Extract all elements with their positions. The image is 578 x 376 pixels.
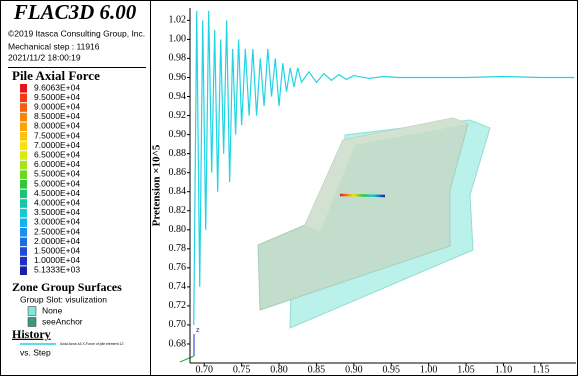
legend-label: 2.0000E+04 [34,236,80,246]
legend-swatch [20,113,27,122]
axis-triad: z [196,327,200,334]
legend-label: 4.5000E+04 [34,188,80,198]
legend-swatch [20,266,27,275]
y-tick-label: 0.68 [169,338,187,349]
legend-label: 5.1333E+03 [34,265,80,275]
y-tick-label: 0.94 [169,91,187,102]
group-slot: Group Slot: visulization [20,294,107,304]
x-tick-label: 0.75 [233,364,251,375]
app-title: FLAC3D 6.00 [13,0,137,24]
legend-label: 7.0000E+04 [34,140,80,150]
legend-label: 8.5000E+04 [34,111,80,121]
legend-swatch [20,180,27,189]
legend-swatch [28,307,36,316]
x-tick-label: 1.00 [420,364,438,375]
history-title: History [12,327,51,341]
legend-label: 8.0000E+04 [34,121,80,131]
x-tick-label: 0.80 [270,364,288,375]
legend-label: 2.5000E+04 [34,226,80,236]
y-tick-label: 0.86 [169,167,187,178]
y-tick-label: 0.96 [169,72,187,83]
legend-swatch [20,199,27,208]
legend-swatch [20,132,27,141]
legend-swatch [20,103,27,112]
legend-swatch [20,190,27,199]
legend-swatch [20,84,27,93]
legend-swatch [20,218,27,227]
y-tick-label: 0.78 [169,243,187,254]
legend-swatch [28,318,36,327]
y-tick-label: 0.74 [169,281,187,292]
y-tick-label: 1.00 [169,34,187,45]
legend-label: 1.0000E+04 [34,255,80,265]
frame [1,1,578,376]
y-tick-label: 0.88 [169,148,187,159]
y-tick-label: 1.02 [169,15,187,26]
legend-label: seeAnchor [42,316,83,326]
date: 2021/11/2 18:00:19 [8,52,81,62]
legend-label: 5.0000E+04 [34,178,80,188]
legend-swatch [20,238,27,247]
y-tick-label: 0.70 [169,319,187,330]
legend-label: 4.0000E+04 [34,197,80,207]
legend-swatch [20,94,27,103]
legend-label: 7.5000E+04 [34,130,80,140]
y-axis-label: Pretension ×10^5 [151,144,163,226]
legend-label: 1.5000E+04 [34,245,80,255]
x-tick-label: 1.15 [532,364,550,375]
legend-label: 3.0000E+04 [34,217,80,227]
step: Mechanical step : 11916 [8,41,100,51]
x-tick-label: 1.05 [457,364,475,375]
x-tick-label: 0.70 [195,364,213,375]
y-tick-label: 0.92 [169,110,187,121]
legend-label: 6.0000E+04 [34,159,80,169]
screen: FLAC3D 6.00 ©2019 Itasca Consulting Grou… [0,0,578,376]
zone-title: Zone Group Surfaces [12,280,122,294]
pile [340,195,385,196]
legend-label: 6.5000E+04 [34,149,80,159]
pile-title: Pile Axial Force [12,68,100,83]
legend-label: 3.5000E+04 [34,207,80,217]
x-tick-label: 0.85 [308,364,326,375]
y-tick-label: 0.82 [169,205,187,216]
legend-label: None [42,305,63,315]
legend-swatch [20,161,27,170]
history-item: Axial-force-s3 X-Force of pile element 1… [60,342,123,346]
x-tick-label: 0.90 [345,364,363,375]
legend-swatch [20,257,27,266]
legend-label: 9.5000E+04 [34,92,80,102]
legend-swatch [20,209,27,218]
legend-swatch [20,228,27,237]
y-tick-label: 0.76 [169,262,187,273]
legend-swatch [20,151,27,160]
legend-swatch [20,142,27,151]
y-tick-label: 0.72 [169,300,187,311]
y-tick-label: 0.84 [169,186,187,197]
legend-swatch [20,170,27,179]
y-tick-label: 0.90 [169,129,187,140]
x-tick-label: 0.95 [382,364,400,375]
legend-label: 9.0000E+04 [34,101,80,111]
legend-label: 5.5000E+04 [34,169,80,179]
legend-swatch [20,122,27,131]
y-tick-label: 0.80 [169,224,187,235]
copyright: ©2019 Itasca Consulting Group, Inc. [8,28,145,38]
y-tick-label: 0.98 [169,53,187,64]
legend-swatch [20,247,27,256]
legend-label: 9.6063E+04 [34,82,80,92]
history-vs: vs. Step [20,347,51,357]
flac3d-window: FLAC3D 6.00 ©2019 Itasca Consulting Grou… [0,0,578,376]
x-tick-label: 1.10 [495,364,513,375]
